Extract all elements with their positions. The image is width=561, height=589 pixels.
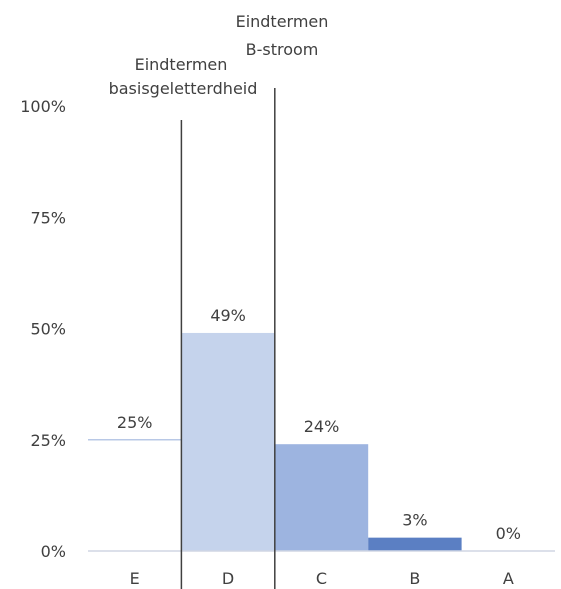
y-tick-label: 75% (30, 208, 66, 227)
threshold-label: B-stroom (246, 40, 319, 59)
y-tick-label: 0% (41, 542, 66, 561)
x-tick-label: A (503, 569, 514, 588)
threshold-label: Eindtermen (135, 55, 228, 74)
data-label: 3% (402, 511, 427, 530)
bar-e (88, 439, 182, 551)
bar-c (274, 444, 369, 551)
x-tick-label: D (222, 569, 234, 588)
y-tick-label: 100% (20, 97, 66, 116)
x-tick-label: B (409, 569, 420, 588)
data-label: 49% (210, 306, 246, 325)
threshold-label: Eindtermen (236, 12, 329, 31)
x-tick-label: C (316, 569, 327, 588)
data-label: 25% (117, 413, 153, 432)
bar-d (181, 332, 275, 551)
threshold-label: basisgeletterdheid (109, 79, 258, 98)
data-label: 0% (496, 524, 521, 543)
data-label: 24% (304, 417, 340, 436)
y-tick-label: 50% (30, 320, 66, 339)
y-tick-label: 25% (30, 431, 66, 450)
bar-b (368, 537, 462, 551)
x-tick-label: E (130, 569, 140, 588)
